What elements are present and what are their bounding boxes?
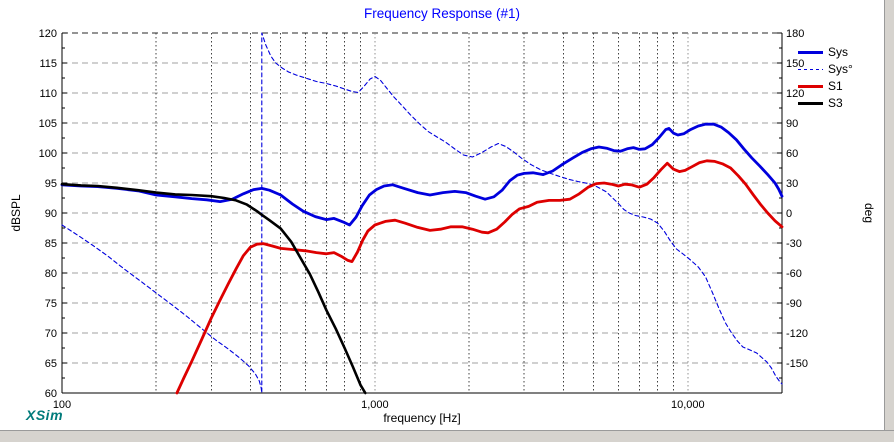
x-tick-label: 1,000 bbox=[361, 399, 389, 411]
legend-item-s1: S1 bbox=[796, 78, 853, 95]
x-tick-label: 10,000 bbox=[671, 399, 705, 411]
y2-tick-label: 90 bbox=[786, 118, 798, 130]
legend-label-sys: Sys bbox=[828, 45, 849, 59]
y-tick-label: 110 bbox=[39, 88, 57, 100]
legend-label-s1: S1 bbox=[828, 79, 843, 93]
legend-line-s1 bbox=[798, 85, 823, 88]
y-tick-label: 60 bbox=[45, 388, 57, 400]
y2-tick-label: 150 bbox=[786, 58, 804, 70]
legend: Sys Sys° S1 S3 bbox=[796, 44, 853, 112]
y2-tick-label: 120 bbox=[786, 88, 804, 100]
status-bar bbox=[0, 430, 894, 442]
legend-line-sys bbox=[798, 51, 823, 54]
y-tick-label: 70 bbox=[45, 328, 57, 340]
legend-label-sys-phase: Sys° bbox=[828, 62, 853, 76]
y2-tick-label: 60 bbox=[786, 148, 798, 160]
y-tick-label: 90 bbox=[45, 208, 57, 220]
y-axis-label: dBSPL bbox=[9, 194, 23, 232]
y-tick-label: 75 bbox=[45, 298, 57, 310]
sys-curve bbox=[60, 122, 784, 227]
y2-tick-label: -60 bbox=[786, 268, 802, 280]
legend-line-sys-phase bbox=[798, 68, 823, 71]
y2-tick-label: 0 bbox=[786, 208, 792, 220]
window-border-right bbox=[884, 0, 894, 442]
legend-item-sys-phase: Sys° bbox=[796, 61, 853, 78]
y-tick-label: 65 bbox=[45, 358, 57, 370]
y-tick-label: 95 bbox=[45, 178, 57, 190]
legend-label-s3: S3 bbox=[828, 96, 843, 110]
legend-item-sys: Sys bbox=[796, 44, 853, 61]
y-tick-label: 120 bbox=[39, 28, 57, 40]
y-tick-label: 85 bbox=[45, 238, 57, 250]
xsim-logo: XSim bbox=[26, 407, 64, 423]
y2-tick-label: 30 bbox=[786, 178, 798, 190]
y-tick-label: 100 bbox=[39, 148, 57, 160]
y2-tick-label: -30 bbox=[786, 238, 802, 250]
sys-phase-curve bbox=[61, 32, 783, 394]
y2-tick-label: -120 bbox=[786, 328, 808, 340]
x-tick-label: 100 bbox=[53, 399, 71, 411]
y-tick-label: 80 bbox=[45, 268, 57, 280]
y-tick-label: 115 bbox=[39, 58, 57, 70]
chart-title: Frequency Response (#1) bbox=[363, 6, 521, 21]
legend-line-s3 bbox=[798, 102, 823, 105]
y2-axis-label: deg bbox=[862, 202, 876, 224]
y-tick-label: 105 bbox=[39, 118, 57, 130]
s3-curve bbox=[60, 182, 367, 395]
y2-tick-label: -150 bbox=[786, 358, 808, 370]
y2-tick-label: 180 bbox=[786, 28, 804, 40]
legend-item-s3: S3 bbox=[796, 95, 853, 112]
s1-curve bbox=[175, 159, 784, 395]
x-axis-label: frequency [Hz] bbox=[383, 411, 461, 425]
y2-tick-label: -90 bbox=[786, 298, 802, 310]
